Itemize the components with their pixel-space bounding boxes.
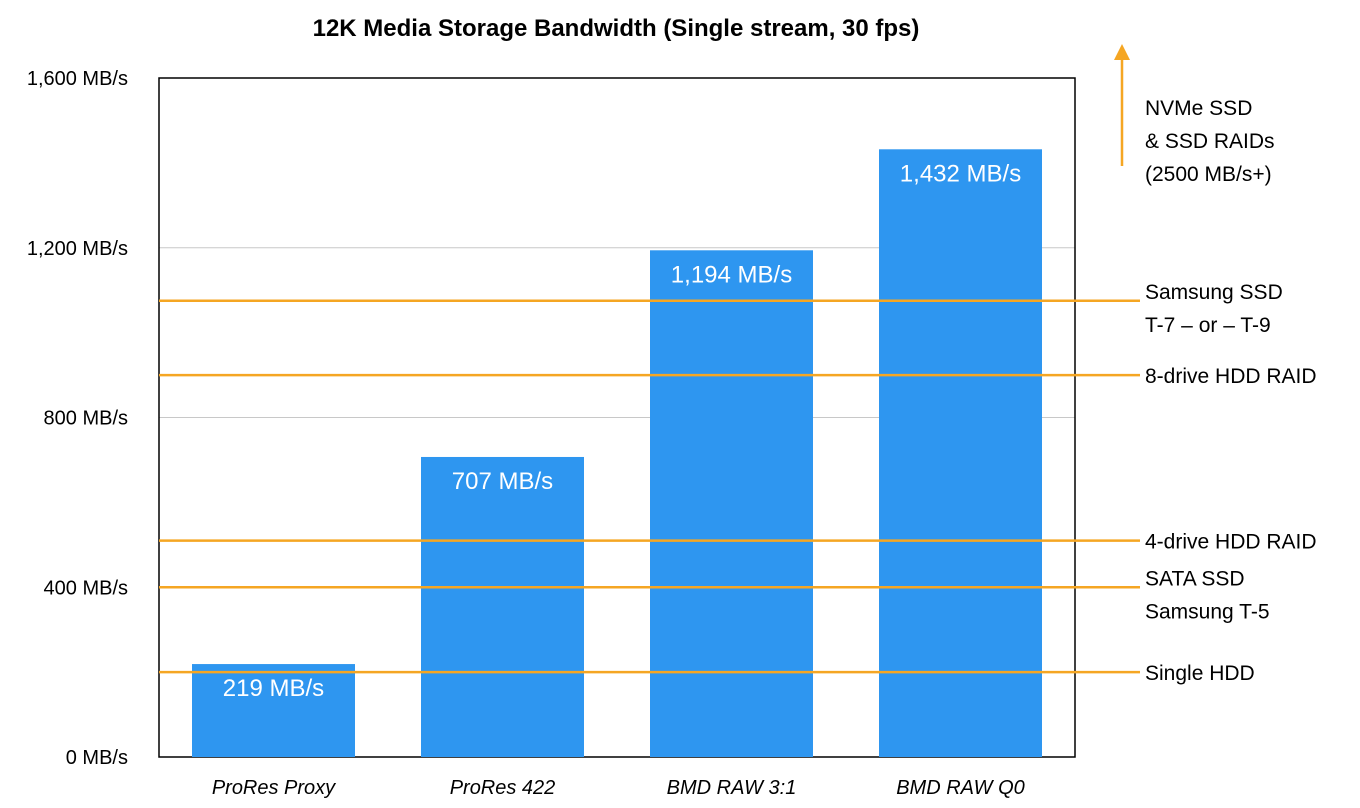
x-axis-ticks: ProRes Proxy ProRes 422 BMD RAW 3:1 BMD RAW… — [212, 777, 1025, 799]
x-tick-label: BMD RAW Q0 — [896, 777, 1025, 799]
reference-label: Samsung SSD — [1145, 281, 1283, 304]
bar-value-label: 1,432 MB/s — [900, 160, 1021, 187]
x-tick-label: ProRes Proxy — [212, 777, 336, 799]
plot-frame — [158, 77, 1076, 758]
reference-label: T-7 – or – T-9 — [1145, 314, 1271, 337]
x-tick-label: ProRes 422 — [450, 777, 556, 799]
chart-title: 12K Media Storage Bandwidth (Single stre… — [313, 15, 920, 42]
y-tick-label: 800 MB/s — [44, 408, 128, 430]
y-axis-ticks: 0 MB/s 400 MB/s 800 MB/s 1,200 MB/s 1,600 MB… — [27, 68, 128, 769]
arrow-head — [1114, 44, 1130, 60]
bar-value-label: 219 MB/s — [223, 675, 324, 702]
bar-value-label: 1,194 MB/s — [671, 261, 792, 288]
reference-label: SATA SSD — [1145, 567, 1245, 590]
arrow-annotation-label: (2500 MB/s+) — [1145, 163, 1272, 186]
y-tick-label: 1,600 MB/s — [27, 68, 128, 90]
x-tick-label: BMD RAW 3:1 — [667, 777, 797, 799]
y-tick-label: 400 MB/s — [44, 577, 128, 599]
reference-label: Samsung T-5 — [1145, 600, 1270, 623]
bar — [421, 456, 584, 757]
bar — [192, 664, 355, 757]
bar — [879, 149, 1042, 758]
reference-label: Single HDD — [1145, 662, 1255, 685]
y-tick-label: 1,200 MB/s — [27, 238, 128, 260]
nvme-arrow-annotation: NVMe SSD & SSD RAIDs (2500 MB/s+) — [1114, 44, 1275, 186]
bars: 219 MB/s 707 MB/s 1,194 MB/s 1,432 MB/s — [192, 149, 1042, 758]
arrow-annotation-label: NVMe SSD — [1145, 97, 1252, 120]
y-tick-label: 0 MB/s — [66, 747, 128, 769]
bar-value-label: 707 MB/s — [452, 468, 553, 495]
bar — [650, 250, 813, 757]
arrow-annotation-label: & SSD RAIDs — [1145, 130, 1275, 153]
reference-label: 4-drive HDD RAID — [1145, 531, 1317, 554]
reference-label: 8-drive HDD RAID — [1145, 365, 1317, 388]
reference-lines: Single HDD SATA SSD Samsung T-5 4-drive HDD… — [159, 281, 1317, 685]
